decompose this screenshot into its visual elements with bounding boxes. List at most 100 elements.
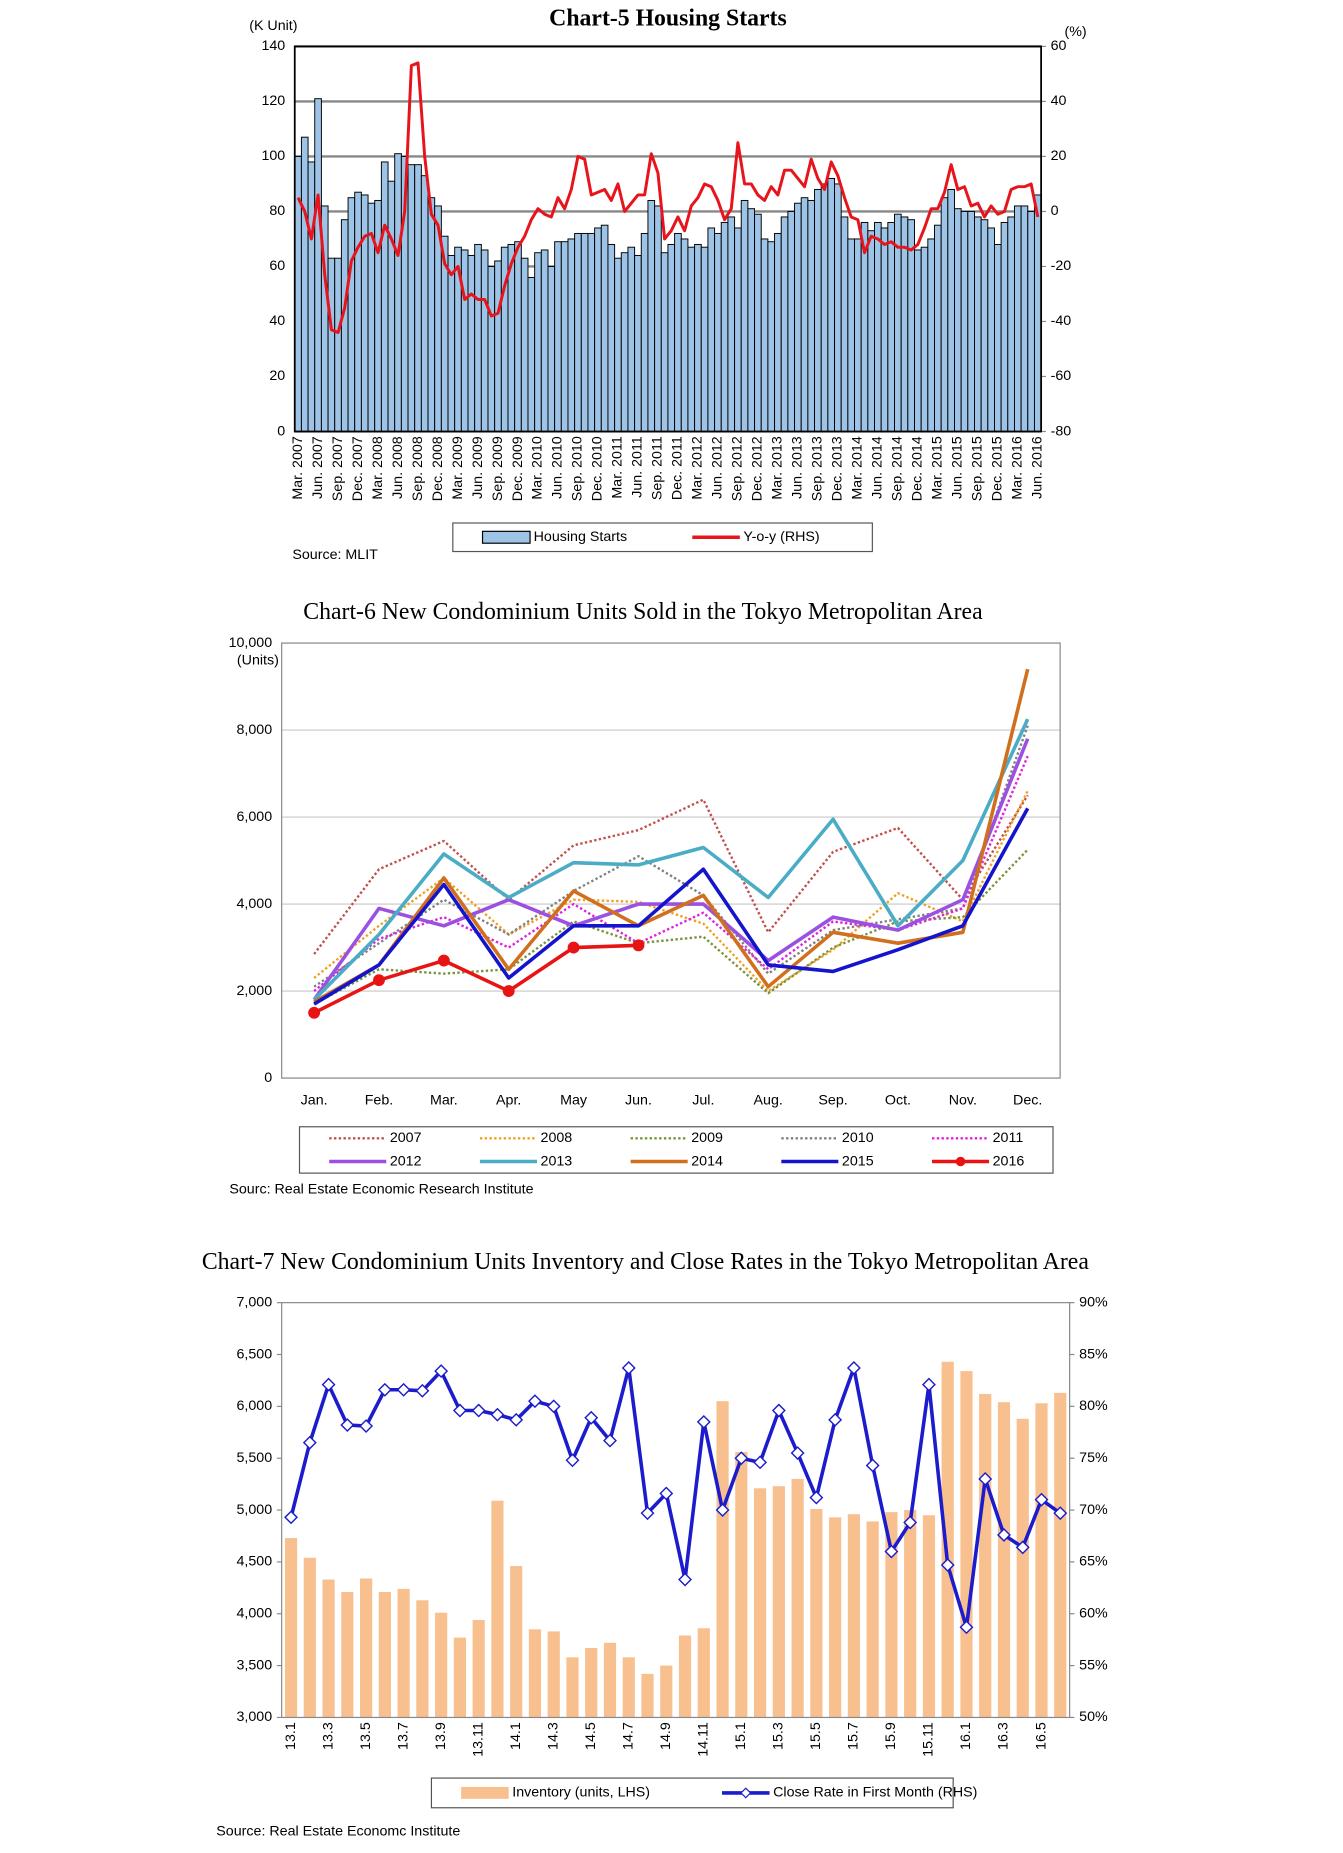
marker — [640, 1506, 655, 1521]
x-tick-label: Sep. 2010 — [570, 436, 586, 501]
bar — [307, 161, 316, 432]
line — [313, 725, 1029, 988]
bar — [1033, 194, 1042, 432]
x-tick-label: Jun. 2012 — [710, 436, 726, 499]
bar — [1027, 210, 1035, 432]
bar — [547, 1631, 560, 1718]
bar — [927, 238, 935, 432]
x-tick-label: Jun. 2011 — [630, 436, 646, 498]
marker — [734, 1451, 749, 1466]
source-note: Source: MLIT — [292, 547, 378, 563]
x-tick-label: Sep. 2014 — [890, 436, 906, 501]
bar — [827, 177, 836, 432]
marker — [284, 1510, 299, 1525]
bar — [627, 246, 636, 432]
marker — [567, 941, 580, 954]
bar — [520, 257, 529, 432]
bar — [607, 243, 616, 432]
y-tick-label: 5,000 — [236, 1502, 272, 1518]
bar — [472, 1619, 485, 1718]
marker — [471, 1403, 486, 1418]
legend-label: 2009 — [691, 1130, 723, 1146]
bar — [460, 249, 469, 432]
legend-label: 2011 — [993, 1130, 1024, 1146]
x-tick-label: Jun. 2013 — [790, 436, 806, 499]
bar — [814, 188, 822, 432]
y-tick-label: 3,500 — [236, 1657, 272, 1673]
marker — [359, 1419, 374, 1434]
x-tick-label: Dec. 2009 — [510, 436, 526, 501]
bar — [807, 199, 816, 432]
x-tick-label: Jun. 2010 — [550, 436, 566, 499]
marker — [437, 954, 450, 967]
marker — [846, 1361, 861, 1375]
bar — [794, 202, 802, 432]
bar — [474, 243, 482, 432]
bar — [467, 254, 476, 432]
line — [313, 943, 639, 1015]
legend-label: Close Rate in First Month (RHS) — [773, 1785, 977, 1801]
bar — [980, 219, 989, 432]
y-tick-label: 0 — [277, 423, 285, 439]
source-note: Source: Real Estate Economc Institute — [216, 1823, 460, 1839]
bar — [940, 197, 949, 432]
bar — [866, 1521, 879, 1718]
bar — [603, 1642, 617, 1718]
x-tick-label: Mar. 2010 — [530, 436, 546, 499]
bar — [1000, 221, 1009, 432]
plot-frame — [281, 642, 1061, 1079]
x-tick-label: Jun. 2016 — [1030, 436, 1046, 499]
x-tick-label: Sep. 2011 — [650, 436, 666, 500]
x-tick-label: 15.7 — [846, 1722, 862, 1750]
y2-tick-label: 40 — [1051, 93, 1067, 109]
x-tick-label: Dec. 2007 — [350, 436, 366, 501]
marker — [527, 1394, 542, 1409]
legend-box — [298, 1126, 1054, 1174]
x-tick-label: Sep. 2009 — [490, 436, 506, 501]
x-tick-label: 14.11 — [696, 1722, 712, 1757]
bar — [829, 1517, 842, 1718]
x-tick-label: Aug. — [754, 1092, 783, 1108]
bar — [347, 197, 356, 432]
y-tick-label: 4,500 — [236, 1554, 272, 1570]
bar — [678, 1635, 692, 1718]
x-tick-label: Sep. 2012 — [730, 436, 746, 501]
bar — [754, 213, 762, 432]
x-tick-label: 15.3 — [771, 1722, 787, 1750]
marker — [940, 1558, 955, 1572]
bar — [380, 161, 389, 432]
x-tick-label: Jun. 2014 — [870, 436, 886, 499]
x-tick-label: 13.11 — [470, 1722, 486, 1757]
marker — [978, 1471, 993, 1486]
bar — [885, 1512, 898, 1718]
bar — [660, 252, 669, 432]
bar — [747, 208, 756, 432]
bar — [1016, 1418, 1029, 1718]
marker — [373, 974, 385, 987]
bar — [566, 1657, 579, 1718]
bar — [600, 224, 609, 432]
x-tick-label: 13.3 — [320, 1722, 336, 1750]
x-tick-label: Jan. — [301, 1092, 328, 1108]
y-tick-label: 20 — [269, 368, 285, 384]
legend-label: 2007 — [390, 1130, 422, 1146]
x-tick-label: Sep. 2008 — [410, 436, 426, 501]
bar — [414, 164, 422, 432]
bar — [534, 252, 542, 432]
y2-tick-label: 60 — [1051, 38, 1067, 54]
bar — [354, 191, 362, 432]
marker — [502, 985, 515, 997]
plot-frame — [293, 45, 1043, 433]
legend-label: 2012 — [390, 1153, 422, 1169]
bar — [360, 194, 369, 432]
y2-tick-label: 65% — [1079, 1554, 1108, 1570]
x-tick-label: Sep. — [818, 1092, 847, 1108]
bar — [700, 246, 709, 432]
marker — [997, 1527, 1011, 1542]
y-tick-label: 40 — [269, 313, 285, 329]
bar — [634, 254, 642, 432]
marker — [340, 1418, 355, 1432]
x-tick-label: Mar. 2009 — [450, 436, 466, 499]
bar — [707, 227, 716, 432]
